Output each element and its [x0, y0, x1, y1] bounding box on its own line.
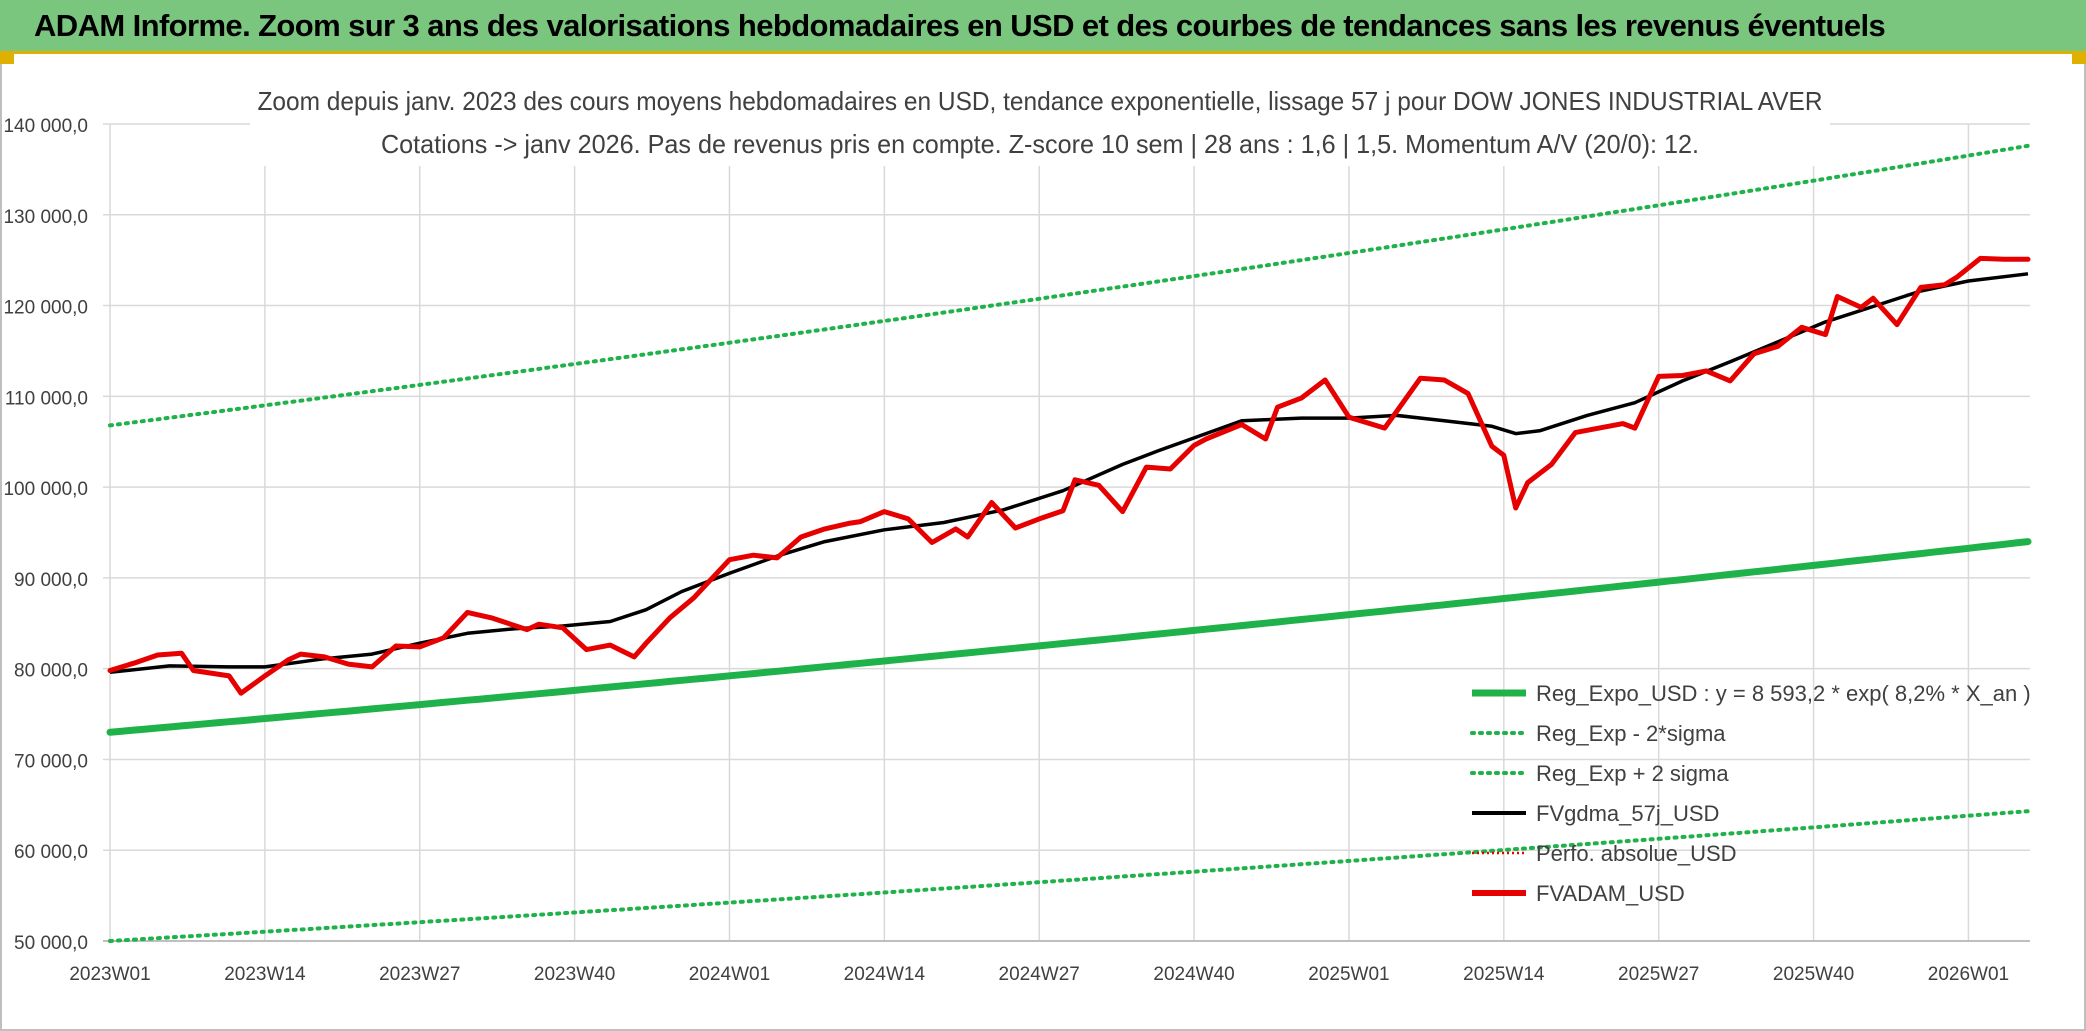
y-tick-label: 140 000,0 [3, 116, 88, 137]
legend: Reg_Expo_USD : y = 8 593,2 * exp( 8,2% *… [1470, 681, 2031, 906]
x-tick-label: 2025W40 [1773, 964, 1854, 985]
legend-item-fvadam: FVADAM_USD [1472, 881, 1685, 906]
legend-label: Perfo. absolue_USD [1536, 841, 1737, 866]
y-tick-label: 50 000,0 [14, 933, 88, 954]
y-tick-label: 80 000,0 [14, 661, 88, 682]
banner: ADAM Informe. Zoom sur 3 ans des valoris… [0, 0, 2086, 54]
series-layer [106, 143, 2032, 943]
legend-label: Reg_Exp - 2*sigma [1536, 721, 1726, 746]
legend-label: Reg_Exp + 2 sigma [1536, 761, 1729, 786]
y-tick-label: 60 000,0 [14, 842, 88, 863]
series-reg-expo-line [106, 538, 2032, 736]
x-tick-label: 2023W14 [224, 964, 306, 985]
legend-label: FVgdma_57j_USD [1536, 801, 1719, 826]
x-tick-label: 2025W01 [1308, 964, 1389, 985]
series-reg-minus-2sigma-line [108, 809, 2030, 943]
x-tick-label: 2024W01 [689, 964, 770, 985]
x-tick-label: 2024W14 [844, 964, 926, 985]
legend-item-reg-expo: Reg_Expo_USD : y = 8 593,2 * exp( 8,2% *… [1472, 681, 2031, 706]
series-reg-plus-2sigma-line [108, 143, 2030, 428]
x-tick-label: 2024W27 [999, 964, 1080, 985]
x-tick-label: 2023W40 [534, 964, 615, 985]
y-tick-label: 70 000,0 [14, 751, 88, 772]
legend-item-perfo-absolue: Perfo. absolue_USD [1472, 841, 1737, 866]
series-fvgdma-57j-line [109, 272, 2029, 675]
corner-mark-right [2072, 54, 2086, 64]
x-axis-tick-labels: 2023W01 2023W14 2023W27 2023W40 2024W01 2024W… [69, 964, 2009, 985]
y-tick-label: 120 000,0 [3, 298, 88, 319]
x-tick-label: 2023W01 [69, 964, 150, 985]
x-tick-label: 2025W27 [1618, 964, 1699, 985]
gridlines [103, 123, 2030, 942]
title-background [250, 78, 1830, 166]
legend-item-reg-minus-2sigma: Reg_Exp - 2*sigma [1470, 721, 1726, 746]
corner-mark-left [0, 54, 14, 64]
y-tick-label: 130 000,0 [3, 207, 88, 228]
legend-label: Reg_Expo_USD : y = 8 593,2 * exp( 8,2% *… [1536, 681, 2031, 706]
chart-title-line2: Cotations -> janv 2026. Pas de revenus p… [381, 129, 1699, 159]
y-tick-label: 110 000,0 [5, 388, 88, 409]
legend-label: FVADAM_USD [1536, 881, 1685, 906]
x-tick-label: 2023W27 [379, 964, 460, 985]
x-tick-label: 2024W40 [1153, 964, 1234, 985]
chart-title-line1: Zoom depuis janv. 2023 des cours moyens … [258, 86, 1823, 116]
legend-item-fvgdma: FVgdma_57j_USD [1472, 801, 1719, 826]
x-tick-label: 2025W14 [1463, 964, 1545, 985]
y-tick-label: 90 000,0 [14, 570, 88, 591]
x-tick-label: 2026W01 [1928, 964, 2009, 985]
banner-title: ADAM Informe. Zoom sur 3 ans des valoris… [34, 8, 1886, 43]
legend-item-reg-plus-2sigma: Reg_Exp + 2 sigma [1470, 761, 1729, 786]
series-fvadam-line [107, 255, 2031, 696]
y-axis-tick-labels: 50 000,0 60 000,0 70 000,0 80 000,0 90 000,0… [3, 116, 88, 954]
y-tick-label: 100 000,0 [3, 479, 88, 500]
